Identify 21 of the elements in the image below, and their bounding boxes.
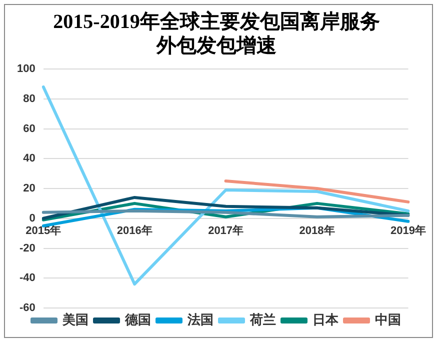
y-tick-label: 80 <box>23 92 36 105</box>
legend-label: 美国 <box>62 312 88 328</box>
x-tick-label: 2016年 <box>116 224 152 238</box>
y-tick-label: 100 <box>16 63 36 76</box>
x-tick-label: 2017年 <box>208 224 244 238</box>
legend-label: 荷兰 <box>249 312 276 328</box>
y-tick-label: 0 <box>29 212 36 224</box>
chart-title: 2015-2019年全球主要发包国离岸服务外包发包增速 <box>53 10 380 58</box>
legend-label: 中国 <box>375 312 401 328</box>
y-tick-label: -60 <box>19 302 36 314</box>
y-tick-label: 40 <box>23 152 36 165</box>
x-tick-label: 2018年 <box>299 224 335 238</box>
x-tick-label: 2019年 <box>390 224 426 238</box>
y-tick-label: -40 <box>19 272 36 284</box>
legend-label: 日本 <box>312 312 340 328</box>
y-tick-label: 20 <box>23 182 36 195</box>
legend-label: 法国 <box>186 312 214 328</box>
legend-label: 德国 <box>124 312 151 328</box>
y-tick-label: 60 <box>23 122 36 135</box>
x-tick-label: 2015年 <box>26 224 62 238</box>
y-tick-label: -20 <box>19 242 36 254</box>
